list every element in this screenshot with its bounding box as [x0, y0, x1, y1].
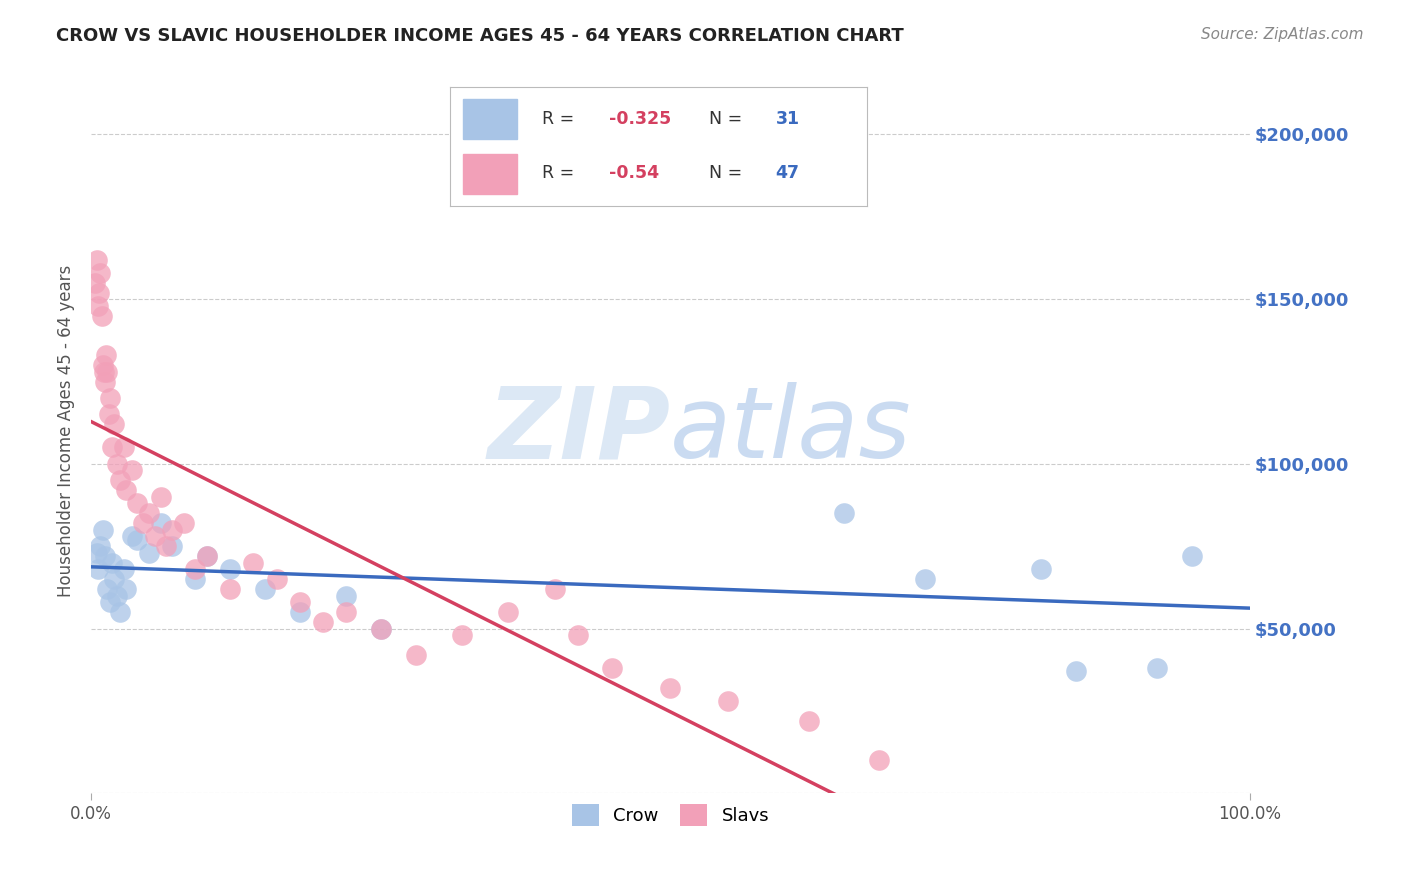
- Point: [89, 285, 111, 300]
- Point: [103, 417, 125, 432]
- Point: [184, 572, 207, 586]
- Text: atlas: atlas: [671, 383, 912, 479]
- Text: Source: ZipAtlas.com: Source: ZipAtlas.com: [1201, 27, 1364, 42]
- Point: [105, 589, 128, 603]
- Point: [93, 365, 115, 379]
- Point: [138, 546, 160, 560]
- Point: [96, 365, 118, 379]
- Point: [162, 539, 184, 553]
- Point: [94, 375, 117, 389]
- Point: [496, 605, 519, 619]
- Point: [173, 516, 195, 531]
- Point: [253, 582, 276, 596]
- Point: [108, 474, 131, 488]
- Point: [115, 582, 138, 596]
- Point: [98, 595, 121, 609]
- Point: [121, 529, 143, 543]
- Point: [799, 714, 821, 728]
- Point: [184, 562, 207, 576]
- Point: [86, 546, 108, 560]
- Point: [405, 648, 427, 662]
- Point: [115, 483, 138, 498]
- Point: [567, 628, 589, 642]
- Point: [195, 549, 218, 563]
- Point: [312, 615, 335, 629]
- Point: [149, 490, 172, 504]
- Point: [87, 562, 110, 576]
- Point: [132, 516, 155, 531]
- Point: [127, 533, 149, 547]
- Legend: Crow, Slavs: Crow, Slavs: [562, 795, 779, 835]
- Point: [94, 549, 117, 563]
- Point: [370, 622, 392, 636]
- Point: [121, 463, 143, 477]
- Point: [96, 582, 118, 596]
- Point: [868, 753, 890, 767]
- Text: CROW VS SLAVIC HOUSEHOLDER INCOME AGES 45 - 64 YEARS CORRELATION CHART: CROW VS SLAVIC HOUSEHOLDER INCOME AGES 4…: [56, 27, 904, 45]
- Point: [832, 506, 855, 520]
- Point: [1181, 549, 1204, 563]
- Point: [162, 523, 184, 537]
- Point: [108, 605, 131, 619]
- Point: [659, 681, 682, 695]
- Point: [86, 252, 108, 267]
- Point: [89, 539, 111, 553]
- Text: ZIP: ZIP: [488, 383, 671, 479]
- Point: [914, 572, 936, 586]
- Point: [97, 408, 120, 422]
- Point: [219, 562, 242, 576]
- Point: [543, 582, 565, 596]
- Point: [1029, 562, 1052, 576]
- Point: [103, 572, 125, 586]
- Point: [91, 523, 114, 537]
- Point: [89, 266, 111, 280]
- Point: [288, 595, 311, 609]
- Point: [155, 539, 177, 553]
- Point: [266, 572, 288, 586]
- Point: [242, 556, 264, 570]
- Point: [149, 516, 172, 531]
- Point: [98, 391, 121, 405]
- Point: [96, 348, 118, 362]
- Point: [602, 661, 624, 675]
- Point: [335, 605, 357, 619]
- Point: [101, 441, 124, 455]
- Point: [112, 562, 135, 576]
- Point: [83, 276, 105, 290]
- Y-axis label: Householder Income Ages 45 - 64 years: Householder Income Ages 45 - 64 years: [58, 265, 75, 597]
- Point: [335, 589, 357, 603]
- Point: [143, 529, 166, 543]
- Point: [138, 506, 160, 520]
- Point: [195, 549, 218, 563]
- Point: [105, 457, 128, 471]
- Point: [370, 622, 392, 636]
- Point: [717, 694, 740, 708]
- Point: [1064, 665, 1087, 679]
- Point: [91, 358, 114, 372]
- Point: [1146, 661, 1168, 675]
- Point: [87, 299, 110, 313]
- Point: [90, 309, 112, 323]
- Point: [219, 582, 242, 596]
- Point: [101, 556, 124, 570]
- Point: [450, 628, 472, 642]
- Point: [127, 496, 149, 510]
- Point: [112, 441, 135, 455]
- Point: [288, 605, 311, 619]
